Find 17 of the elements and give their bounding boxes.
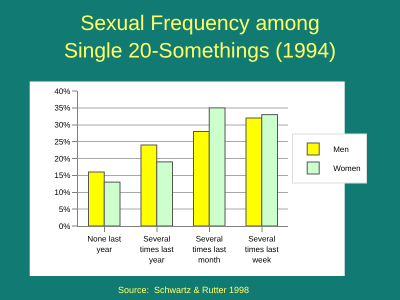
y-tick-label: 0% bbox=[58, 222, 70, 231]
y-tick-label: 35% bbox=[54, 104, 70, 113]
y-tick-label: 15% bbox=[54, 171, 70, 180]
x-tick-label: Several times last month bbox=[192, 234, 227, 264]
y-tick-label: 30% bbox=[54, 120, 70, 130]
chart-title: Sexual Frequency among Single 20-Somethings (1994) bbox=[64, 12, 336, 62]
y-tick-label: 25% bbox=[54, 137, 70, 146]
y-tick-label: 10% bbox=[54, 188, 70, 198]
y-tick-label: 20% bbox=[54, 154, 70, 164]
x-tick-label: Several times last year bbox=[140, 234, 174, 264]
x-tick-label: None last year bbox=[87, 234, 122, 254]
legend-label: Women bbox=[333, 164, 361, 174]
y-tick-label: 40% bbox=[54, 86, 70, 96]
source-note: Source: Schwartz & Rutter 1998 bbox=[118, 285, 250, 295]
legend-label: Men bbox=[333, 145, 349, 154]
y-tick-label: 5% bbox=[58, 204, 70, 214]
x-tick-label: Several times last week bbox=[244, 234, 280, 264]
